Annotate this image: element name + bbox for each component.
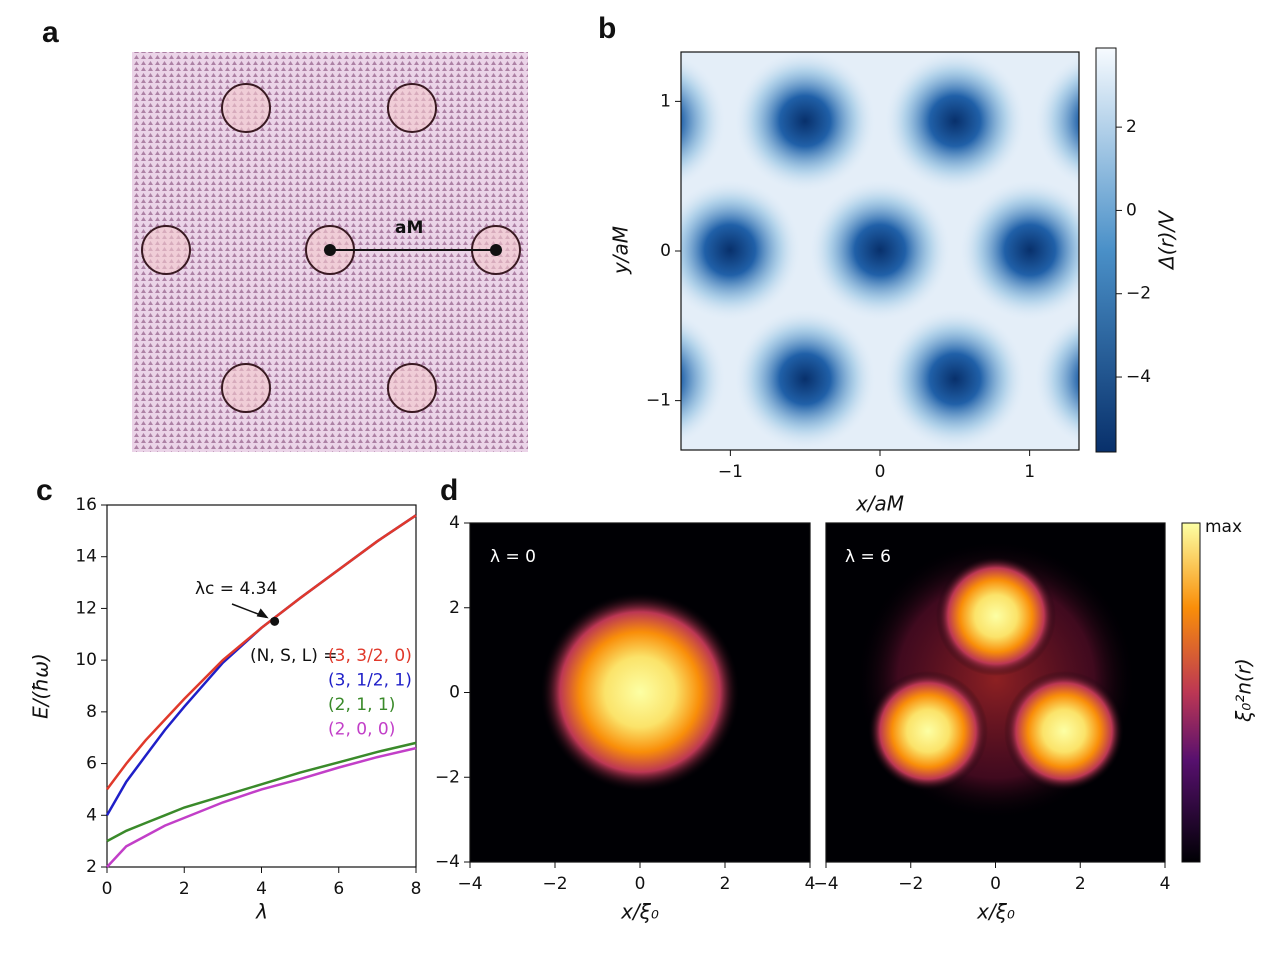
x-tick-label: −2 [898,874,923,894]
x-tick-label: 0 [635,874,646,894]
y-tick-label: 12 [75,598,97,618]
legend-entry: (2, 0, 0) [328,720,395,740]
x-tick-label: −1 [718,462,743,482]
x-tick-label: 4 [805,874,816,894]
x-axis-label: x/ξ₀ [976,900,1015,924]
y-axis-label: E/(ħω) [29,653,53,719]
heatmap-d-right [826,523,1165,862]
x-tick-label: 0 [875,462,886,482]
y-tick-label: 2 [1126,117,1137,137]
annotation: λc = 4.34 [195,579,277,599]
y-tick-label: 14 [75,547,97,567]
panel-label: d [440,474,458,507]
colorbar-max-label: max [1205,517,1242,537]
annotation-point [270,616,280,626]
y-axis-label: y/aM [609,226,633,275]
y-tick-label: 16 [75,495,97,515]
subplot-title: λ = 0 [490,547,536,567]
line-series [106,741,417,843]
x-tick-label: 4 [1160,874,1171,894]
line-series [105,514,417,791]
x-tick-label: 2 [1075,874,1086,894]
x-tick-label: −4 [457,874,482,894]
annotation-arrowhead [256,608,269,619]
y-tick-label: −1 [646,391,671,411]
y-tick-label: 0 [1126,200,1137,220]
x-axis-label: λ [255,900,268,924]
legend-title: (N, S, L) = [250,646,338,666]
y-tick-label: 4 [86,805,97,825]
y-tick-label: 0 [660,241,671,261]
colorbar-label: Δ(r)/V [1155,210,1179,271]
x-axis-label: x/aM [855,492,904,516]
y-tick-label: −4 [1126,367,1151,387]
x-tick-label: 1 [1024,462,1035,482]
y-tick-label: 8 [86,702,97,722]
line-series [106,746,417,868]
y-tick-label: 0 [449,683,460,703]
x-tick-label: 0 [990,874,1001,894]
y-tick-label: 4 [449,513,460,533]
y-tick-label: −2 [1126,284,1151,304]
subplot-title: λ = 6 [845,547,891,567]
colorbar [1095,47,1117,453]
heatmap-b [681,52,1079,450]
panel-label: a [42,16,59,49]
annotation: aM [395,218,423,238]
legend-entry: (2, 1, 1) [328,695,395,715]
x-tick-label: −2 [542,874,567,894]
lattice-image [132,52,528,452]
y-tick-label: 2 [86,857,97,877]
y-tick-label: 1 [660,91,671,111]
x-tick-label: 8 [411,879,422,899]
x-tick-label: 2 [720,874,731,894]
x-tick-label: −4 [813,874,838,894]
x-tick-label: 2 [179,879,190,899]
panel-label: c [36,474,53,507]
y-tick-label: 2 [449,598,460,618]
heatmap-d-left [470,523,810,862]
colorbar-label: ξ₀²n(r) [1232,658,1256,723]
panel-label: b [598,12,616,45]
legend-entry: (3, 3/2, 0) [328,646,412,666]
x-tick-label: 4 [256,879,267,899]
x-tick-label: 6 [333,879,344,899]
x-axis-label: x/ξ₀ [620,900,659,924]
y-tick-label: −2 [435,767,460,787]
legend-entry: (3, 1/2, 1) [328,671,412,691]
y-tick-label: 6 [86,754,97,774]
x-tick-label: 0 [102,879,113,899]
colorbar [1181,522,1201,863]
y-tick-label: 10 [75,650,97,670]
y-tick-label: −4 [435,852,460,872]
